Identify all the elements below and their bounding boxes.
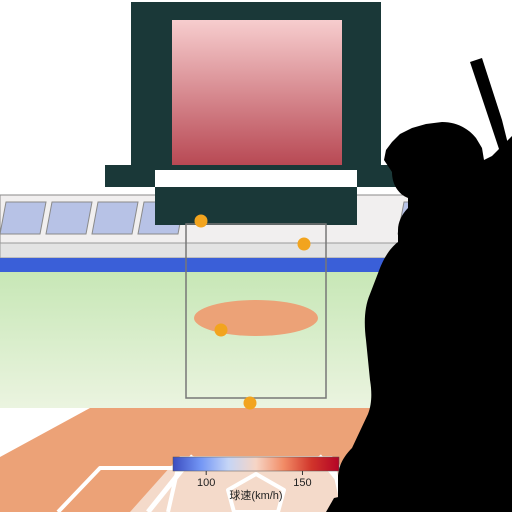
scoreboard-screen [172,20,342,165]
scoreboard-base [155,187,357,225]
pitchers-mound [194,300,318,336]
pitch-marker [244,397,257,410]
svg-text:100: 100 [197,477,215,489]
pitch-marker [298,238,311,251]
legend-label: 球速(km/h) [229,488,282,502]
pitch-marker [215,324,228,337]
legend-gradient-bar [173,457,339,471]
pitch-marker [195,215,208,228]
svg-text:150: 150 [293,477,311,489]
pitch-location-chart: 100 150 球速(km/h) [0,0,512,512]
